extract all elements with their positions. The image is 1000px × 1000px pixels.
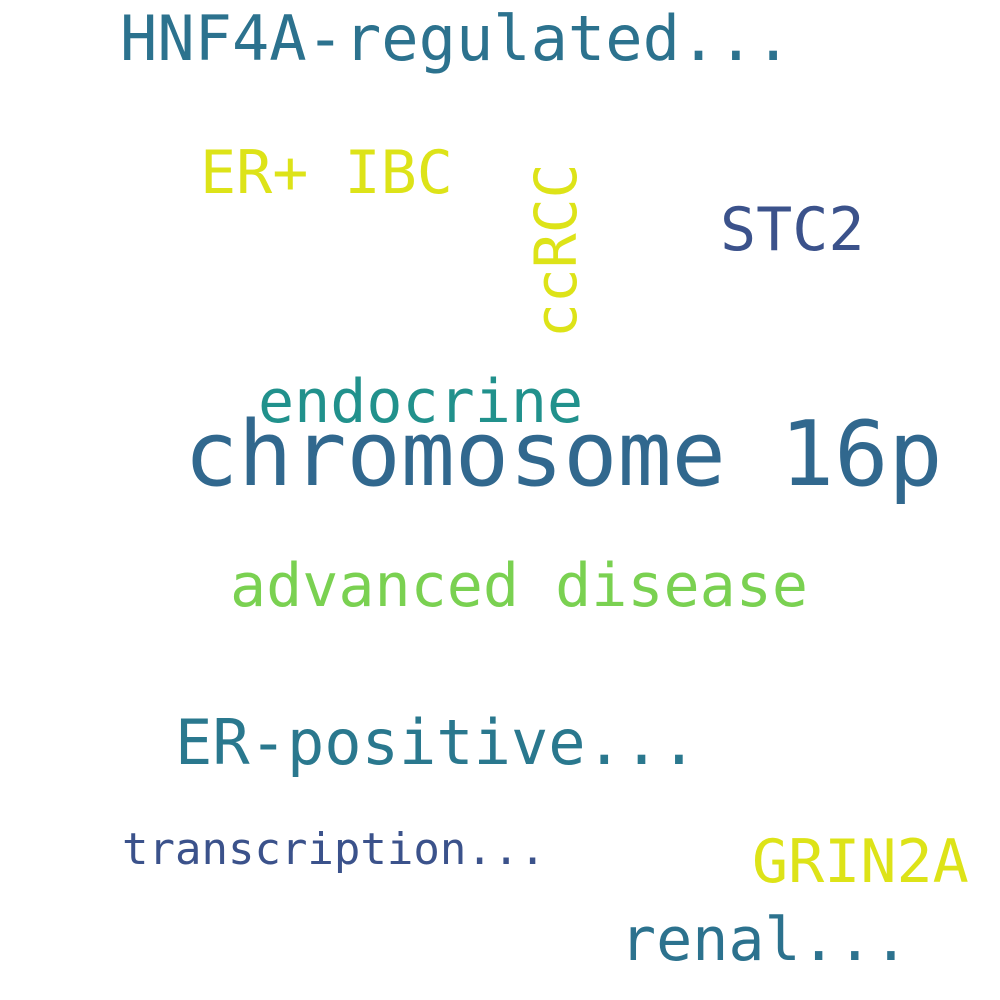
word-grin2a: GRIN2A bbox=[752, 827, 969, 897]
word-hnf4a-regulated: HNF4A-regulated... bbox=[120, 2, 792, 75]
word-advanced-disease: advanced disease bbox=[230, 551, 808, 621]
word-ccrcc: ccRCC bbox=[522, 163, 590, 338]
word-endocrine: endocrine bbox=[258, 367, 584, 437]
word-transcription: transcription... bbox=[122, 824, 546, 875]
word-stc2: STC2 bbox=[720, 195, 865, 265]
word-er-positive: ER-positive... bbox=[175, 706, 698, 779]
word-er-plus-ibc: ER+ IBC bbox=[200, 138, 453, 208]
word-chromosome-16p: chromosome 16p bbox=[184, 402, 943, 507]
word-renal: renal... bbox=[620, 905, 909, 975]
